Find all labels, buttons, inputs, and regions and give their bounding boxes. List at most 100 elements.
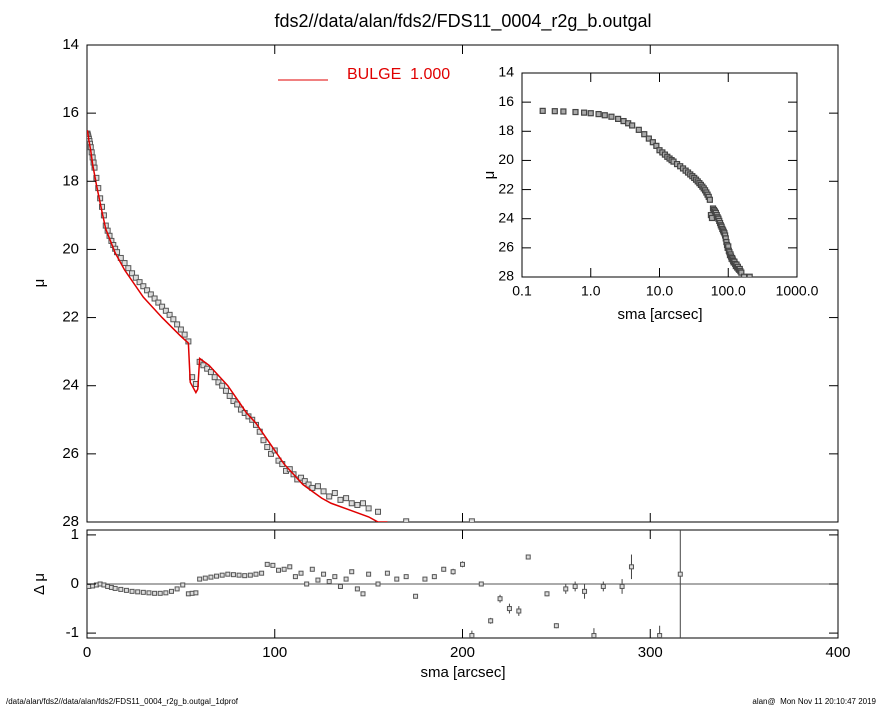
residual-point (123, 587, 129, 593)
inset-point (645, 135, 652, 142)
data-point (177, 326, 184, 333)
inset-point (653, 142, 660, 149)
inset-point (601, 112, 608, 119)
data-point (301, 478, 308, 485)
data-point (226, 392, 233, 399)
data-point (245, 413, 252, 420)
y-tick-label: 24 (498, 209, 514, 225)
residual-point (572, 583, 578, 589)
inset-point (539, 107, 546, 114)
data-point (260, 437, 267, 444)
residual-point (270, 562, 276, 568)
residual-point (441, 566, 447, 572)
residual-point (628, 564, 634, 570)
data-point (151, 295, 158, 302)
data-point (222, 387, 229, 394)
residual-point (600, 583, 606, 589)
data-point (211, 374, 218, 381)
y-tick-label: 18 (62, 172, 79, 189)
chart-title: fds2//data/alan/fds2/FDS11_0004_r2g_b.ou… (275, 11, 652, 32)
y-tick-label: 28 (498, 268, 514, 284)
residual-point (375, 581, 381, 587)
residual-point (230, 572, 236, 578)
residual-point (677, 571, 683, 577)
residual-point (163, 590, 169, 596)
data-point (375, 508, 382, 515)
x-tick-label: 1000.0 (776, 283, 819, 299)
residual-point (225, 571, 231, 577)
residual-point (343, 576, 349, 582)
residual-point (619, 583, 625, 589)
residual-point (202, 575, 208, 581)
y-tick-label: 1 (71, 526, 79, 543)
data-point (144, 287, 151, 294)
y-tick-label: 22 (62, 309, 79, 326)
residual-point (431, 574, 437, 580)
residual-point (157, 590, 163, 596)
residual-point (582, 588, 588, 594)
y-tick-label: 20 (62, 240, 79, 257)
residual-point (112, 585, 118, 591)
data-point (91, 164, 98, 171)
inset-point (746, 273, 753, 277)
data-point (343, 495, 350, 502)
residual-point (292, 574, 298, 580)
inset-point (551, 108, 558, 115)
data-point (314, 483, 321, 490)
residual-point (422, 576, 428, 582)
inset-point (587, 110, 594, 117)
y-tick-label: 16 (498, 93, 514, 109)
data-point (159, 303, 166, 310)
residual-point (460, 561, 465, 567)
residual-point (193, 590, 199, 596)
residual-point (478, 581, 484, 587)
residual-point (253, 571, 259, 577)
residual-point (413, 593, 419, 599)
residual-point (118, 586, 124, 592)
inset-point (629, 122, 636, 129)
residual-point (563, 586, 569, 592)
legend-label: BULGE 1.000 (347, 66, 450, 83)
residual-point (349, 569, 355, 575)
residual-point (247, 572, 253, 578)
x-axis-label: sma [arcsec] (617, 306, 702, 323)
inset-point (706, 196, 713, 203)
y-tick-label: 26 (62, 445, 79, 462)
data-point (125, 265, 132, 272)
data-point (365, 505, 372, 512)
data-point (140, 283, 147, 290)
data-point (121, 260, 128, 267)
main-plot (87, 130, 475, 522)
y-tick-label: 18 (498, 122, 514, 138)
residual-point (236, 572, 242, 578)
residual-point (140, 589, 146, 595)
x-tick-label: 100 (262, 644, 287, 661)
y-axis-label: Δ μ (31, 573, 48, 595)
y-tick-label: 28 (62, 513, 79, 530)
data-point (359, 500, 366, 507)
residual-point (360, 591, 366, 597)
x-tick-label: 200 (450, 644, 475, 661)
data-point (147, 291, 154, 298)
data-point (207, 369, 214, 376)
y-tick-label: 22 (498, 180, 514, 196)
residual-point (264, 561, 270, 567)
residual-point (506, 606, 512, 612)
footer-right: alan@ Mon Nov 11 20:10:47 2019 (752, 697, 876, 706)
y-tick-label: 0 (71, 575, 79, 592)
residual-point (544, 591, 550, 597)
inset-point (560, 108, 567, 115)
residual-point (276, 567, 282, 573)
inset-point (572, 108, 579, 116)
y-tick-label: 20 (498, 151, 514, 167)
data-point (166, 311, 173, 318)
inset-point (608, 113, 615, 120)
x-tick-label: 100.0 (711, 283, 746, 299)
y-axis-label: μ (31, 279, 48, 288)
data-point (331, 490, 338, 497)
inset-point (649, 139, 656, 146)
inset-point (641, 131, 648, 138)
data-point (234, 401, 241, 408)
data-point (468, 518, 475, 522)
data-point (230, 398, 237, 405)
